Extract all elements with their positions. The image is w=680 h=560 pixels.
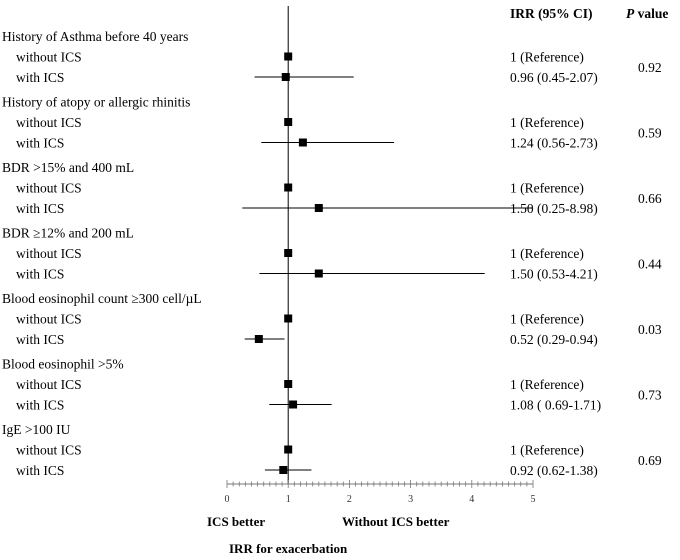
- subgroup-label: Blood eosinophil count ≥300 cell/µL: [2, 291, 202, 306]
- irr-ci-text: 1 (Reference): [510, 115, 584, 130]
- point-estimate-marker: [281, 73, 290, 81]
- p-value-header-p: P: [626, 6, 635, 21]
- irr-ci-text: 1 (Reference): [510, 377, 584, 392]
- plot-marks: 0 1 2 3 4 5 History of Asthma before 40 years w…: [2, 6, 662, 505]
- row-label: without ICS: [16, 312, 82, 327]
- irr-ci-text: 0.92 (0.62-1.38): [510, 463, 598, 478]
- subgroup-label: History of atopy or allergic rhinitis: [2, 95, 190, 110]
- p-value-text: 0.59: [638, 125, 662, 140]
- irr-column-header: IRR (95% CI): [510, 6, 593, 21]
- point-estimate-marker: [298, 138, 307, 147]
- point-estimate-marker: [284, 445, 293, 454]
- p-value-text: 0.92: [638, 60, 662, 75]
- x-tick-label: 4: [469, 494, 474, 505]
- x-tick-label: 1: [286, 494, 291, 505]
- left-favours-label: ICS better: [207, 514, 265, 529]
- subgroup-label: BDR ≥12% and 200 mL: [2, 226, 134, 241]
- x-tick-label: 5: [531, 494, 536, 505]
- row-label: with ICS: [16, 136, 64, 151]
- point-estimate-marker: [284, 380, 293, 388]
- point-estimate-marker: [284, 183, 293, 192]
- x-axis-title: IRR for exacerbation: [229, 541, 348, 555]
- row-label: without ICS: [16, 443, 82, 458]
- p-value-text: 0.66: [638, 191, 662, 206]
- point-estimate-marker: [284, 118, 293, 126]
- row-label: without ICS: [16, 50, 82, 65]
- irr-ci-text: 1.50 (0.53-4.21): [510, 267, 598, 282]
- right-favours-label: Without ICS better: [342, 514, 450, 529]
- irr-ci-text: 0.96 (0.45-2.07): [510, 70, 598, 85]
- p-value-text: 0.03: [638, 322, 662, 337]
- irr-ci-text: 1 (Reference): [510, 246, 584, 261]
- row-label: without ICS: [16, 246, 82, 261]
- row-label: without ICS: [16, 181, 82, 196]
- irr-ci-text: 1.50 (0.25-8.98): [510, 201, 598, 216]
- row-label: with ICS: [16, 70, 64, 85]
- point-estimate-marker: [289, 400, 298, 409]
- row-label: with ICS: [16, 332, 64, 347]
- p-value-text: 0.44: [638, 256, 662, 271]
- point-estimate-marker: [284, 314, 293, 323]
- row-label: without ICS: [16, 115, 82, 130]
- point-estimate-marker: [279, 466, 288, 474]
- row-label: with ICS: [16, 267, 64, 282]
- irr-ci-text: 1 (Reference): [510, 50, 584, 65]
- point-estimate-marker: [284, 52, 293, 61]
- x-tick-label: 2: [347, 494, 352, 505]
- irr-ci-text: 1.24 (0.56-2.73): [510, 136, 598, 151]
- p-value-text: 0.69: [638, 453, 662, 468]
- point-estimate-marker: [254, 335, 263, 343]
- subgroup-label: IgE >100 IU: [2, 422, 71, 437]
- p-value-text: 0.73: [638, 387, 662, 402]
- row-label: with ICS: [16, 201, 64, 216]
- p-value-column-header: P value: [626, 6, 668, 21]
- point-estimate-marker: [314, 269, 323, 278]
- irr-ci-text: 1.08 ( 0.69-1.71): [510, 398, 601, 413]
- p-value-header-rest: value: [634, 6, 668, 21]
- irr-ci-text: 1 (Reference): [510, 443, 584, 458]
- subgroup-label: BDR >15% and 400 mL: [2, 160, 134, 175]
- irr-ci-text: 1 (Reference): [510, 312, 584, 327]
- row-label: with ICS: [16, 463, 64, 478]
- row-label: with ICS: [16, 398, 64, 413]
- subgroup-label: Blood eosinophil >5%: [2, 357, 124, 372]
- point-estimate-marker: [284, 249, 293, 257]
- irr-ci-text: 1 (Reference): [510, 181, 584, 196]
- irr-ci-text: 0.52 (0.29-0.94): [510, 332, 598, 347]
- row-label: without ICS: [16, 377, 82, 392]
- x-tick-label: 3: [408, 494, 413, 505]
- subgroup-label: History of Asthma before 40 years: [2, 29, 188, 44]
- point-estimate-marker: [314, 204, 323, 212]
- x-tick-label: 0: [225, 494, 230, 505]
